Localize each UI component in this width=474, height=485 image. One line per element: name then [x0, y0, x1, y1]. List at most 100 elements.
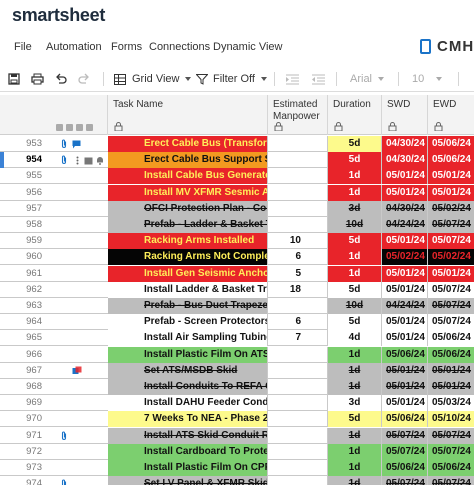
column-header-manpower[interactable]: Estimated Manpower: [268, 95, 328, 135]
row-number[interactable]: 967: [26, 364, 42, 376]
undo-icon[interactable]: [55, 70, 67, 88]
cell-duration[interactable]: 1d: [328, 249, 382, 266]
table-row[interactable]: 974 Set LV Panel & XFMR Skids (1d 05/07/24…: [0, 476, 474, 485]
cell-duration[interactable]: 4d: [328, 330, 382, 347]
cell-task-name[interactable]: Install Conduits To REFA Cor: [108, 379, 268, 395]
cell-duration[interactable]: 1d: [328, 265, 382, 282]
row-number[interactable]: 959: [26, 235, 42, 247]
cell-swd[interactable]: 05/01/24: [382, 379, 428, 395]
cell-swd[interactable]: 05/01/24: [382, 233, 428, 250]
cell-duration[interactable]: 3d: [328, 200, 382, 217]
menu-automation[interactable]: Automation: [46, 41, 102, 53]
comment-icon[interactable]: [72, 139, 81, 152]
row-number[interactable]: 974: [26, 478, 42, 485]
cell-task-name[interactable]: Install ATS Skid Conduit Rou: [108, 427, 268, 444]
cell-task-name[interactable]: OFCI Protection Plan - Conne: [108, 200, 268, 217]
cell-ewd[interactable]: 05/01/24: [428, 168, 474, 185]
cell-swd[interactable]: 04/24/24: [382, 298, 428, 314]
cell-manpower[interactable]: 18: [268, 281, 328, 298]
cell-duration[interactable]: 5d: [328, 136, 382, 152]
cell-task-name[interactable]: Racking Arms Installed: [108, 233, 268, 250]
cell-manpower[interactable]: [268, 476, 328, 485]
row-number[interactable]: 960: [26, 251, 42, 263]
attachment-icon[interactable]: [60, 479, 68, 485]
save-icon[interactable]: [8, 70, 20, 88]
cell-manpower[interactable]: [268, 443, 328, 460]
column-header-ewd[interactable]: EWD: [428, 95, 474, 135]
cell-swd[interactable]: 05/01/24: [382, 281, 428, 298]
cell-swd[interactable]: 05/07/24: [382, 443, 428, 460]
table-row[interactable]: 971 Install ATS Skid Conduit Rou 1d 05/07/2…: [0, 427, 474, 444]
cell-swd[interactable]: 05/01/24: [382, 362, 428, 379]
cell-duration[interactable]: 5d: [328, 152, 382, 169]
cell-swd[interactable]: 05/01/24: [382, 330, 428, 347]
cell-task-name[interactable]: Install Plastic Film On CPP, H: [108, 460, 268, 476]
cell-ewd[interactable]: 05/02/24: [428, 249, 474, 266]
row-number[interactable]: 963: [26, 300, 42, 311]
cell-ewd[interactable]: 05/06/24: [428, 136, 474, 152]
cell-duration[interactable]: 5d: [328, 233, 382, 250]
cell-manpower[interactable]: [268, 346, 328, 363]
cell-task-name[interactable]: Prefab - Ladder & Basket Tray: [108, 217, 268, 233]
cell-swd[interactable]: 04/30/24: [382, 152, 428, 169]
menu-dynamic-view[interactable]: Dynamic View: [213, 41, 283, 53]
cell-manpower[interactable]: [268, 298, 328, 314]
cell-swd[interactable]: 05/01/24: [382, 168, 428, 185]
cell-task-name[interactable]: Install Cable Bus Generator S: [108, 168, 268, 185]
cell-duration[interactable]: 1d: [328, 460, 382, 476]
cell-ewd[interactable]: 05/01/24: [428, 265, 474, 282]
cell-swd[interactable]: 04/30/24: [382, 136, 428, 152]
table-row[interactable]: 965 Install Air Sampling Tubing (E74d05/0…: [0, 330, 474, 347]
row-number[interactable]: 966: [26, 348, 42, 360]
attachment-icon[interactable]: [60, 431, 68, 444]
table-row[interactable]: 960 Racking Arms Not Complete 6 1d 05/02/24 0…: [0, 249, 474, 266]
cell-duration[interactable]: 1d: [328, 168, 382, 185]
row-number[interactable]: 957: [26, 202, 42, 214]
row-number[interactable]: 965: [26, 332, 42, 344]
cell-manpower[interactable]: 7: [268, 330, 328, 347]
cell-task-name[interactable]: Set ATS/MSDB Skid: [108, 362, 268, 379]
cell-duration[interactable]: 5d: [328, 411, 382, 428]
proof-icon[interactable]: [84, 155, 93, 168]
row-number[interactable]: 956: [26, 186, 42, 198]
column-header-task[interactable]: Task Name: [108, 95, 268, 135]
cell-task-name[interactable]: Erect Cable Bus Support Stru: [108, 152, 268, 169]
cell-swd[interactable]: 05/06/24: [382, 460, 428, 476]
cell-task-name[interactable]: Install Gen Seismic Anchorin: [108, 265, 268, 282]
table-row[interactable]: 958 Prefab - Ladder & Basket Tray 10d04/24…: [0, 217, 474, 233]
cell-duration[interactable]: 1d: [328, 427, 382, 444]
cell-task-name[interactable]: Prefab - Screen Protectors Fo: [108, 314, 268, 331]
print-icon[interactable]: [31, 70, 44, 88]
cell-manpower[interactable]: [268, 184, 328, 201]
table-row[interactable]: 956 Install MV XFMR Sesmic Anc 1d 05/01/24 0…: [0, 184, 474, 201]
cell-swd[interactable]: 05/06/24: [382, 411, 428, 428]
row-number[interactable]: 962: [26, 283, 42, 295]
table-row[interactable]: 966 Install Plastic Film On ATS/M 1d 05/06/…: [0, 346, 474, 363]
cell-duration[interactable]: 10d: [328, 298, 382, 314]
cell-manpower[interactable]: [268, 217, 328, 233]
cell-manpower[interactable]: [268, 460, 328, 476]
cell-manpower[interactable]: 6: [268, 314, 328, 331]
attachment-icon[interactable]: [60, 139, 68, 152]
cell-swd[interactable]: 04/30/24: [382, 200, 428, 217]
cell-duration[interactable]: 5d: [328, 281, 382, 298]
table-row[interactable]: 962 Install Ladder & Basket Tray 18 5d 05/01…: [0, 281, 474, 298]
cell-ewd[interactable]: 05/07/24: [428, 427, 474, 444]
cell-duration[interactable]: 1d: [328, 362, 382, 379]
cell-manpower[interactable]: 6: [268, 249, 328, 266]
cell-task-name[interactable]: Install Air Sampling Tubing (E: [108, 330, 268, 347]
cell-ewd[interactable]: 05/01/24: [428, 184, 474, 201]
cell-manpower[interactable]: [268, 200, 328, 217]
row-number[interactable]: 953: [26, 138, 42, 149]
cell-ewd[interactable]: 05/07/24: [428, 476, 474, 485]
row-number[interactable]: 955: [26, 170, 42, 182]
row-number[interactable]: 968: [26, 381, 42, 392]
font-family-dropdown[interactable]: Arial: [350, 70, 385, 88]
table-row[interactable]: 970 7 Weeks To NEA - Phase 2 5d 05/06/24 05/…: [0, 411, 474, 428]
cell-manpower[interactable]: [268, 136, 328, 152]
row-number[interactable]: 964: [26, 316, 42, 328]
